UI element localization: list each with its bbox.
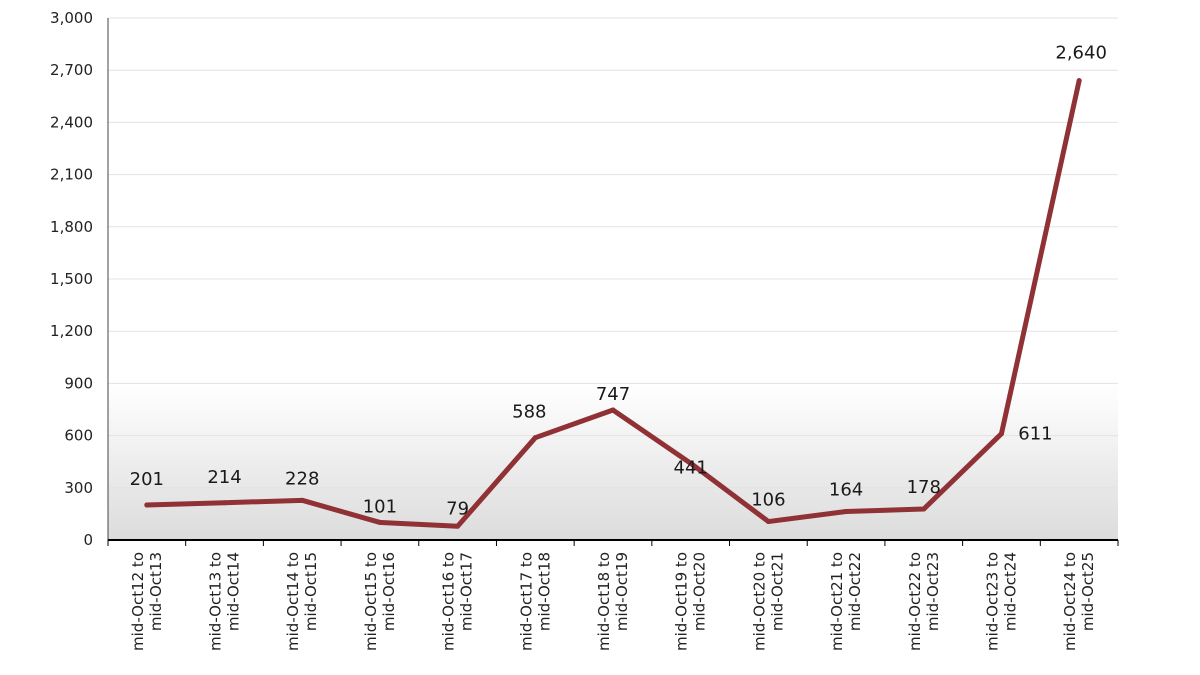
x-tick-label: mid-Oct15 to mid-Oct16 — [362, 552, 398, 651]
x-tick-label: mid-Oct18 to mid-Oct19 — [595, 552, 631, 651]
y-tick-label: 1,200 — [50, 322, 93, 340]
data-point — [765, 519, 771, 525]
data-point — [532, 435, 538, 441]
x-tick-label-line: mid-Oct14 to — [284, 552, 302, 651]
x-tick-label-line: mid-Oct19 to — [673, 552, 691, 651]
data-label: 214 — [207, 467, 241, 488]
x-tick-label: mid-Oct14 to mid-Oct15 — [284, 552, 320, 651]
x-tick-label-line: mid-Oct21 to — [828, 552, 846, 651]
x-tick-label-line: mid-Oct23 — [924, 552, 942, 631]
data-label: 164 — [829, 479, 863, 500]
x-tick-label-line: mid-Oct12 to — [129, 552, 147, 651]
y-tick-label: 900 — [64, 374, 93, 392]
x-tick-label-line: mid-Oct15 to — [362, 552, 380, 651]
x-tick-label-line: mid-Oct22 — [846, 552, 864, 631]
x-tick-label: mid-Oct20 to mid-Oct21 — [750, 552, 786, 651]
x-tick-label-line: mid-Oct20 — [691, 552, 709, 631]
x-tick-label-line: mid-Oct17 to — [517, 552, 535, 651]
data-label: 611 — [1018, 424, 1052, 445]
y-tick-label: 1,500 — [50, 270, 93, 288]
x-tick-label: mid-Oct12 to mid-Oct13 — [129, 552, 165, 651]
x-tick-label-line: mid-Oct14 — [225, 552, 243, 631]
x-tick-label: mid-Oct17 to mid-Oct18 — [517, 552, 553, 651]
y-tick-label: 1,800 — [50, 218, 93, 236]
plot-background-band — [108, 383, 1118, 540]
data-point — [299, 497, 305, 503]
data-point — [144, 502, 150, 508]
data-label: 101 — [363, 496, 397, 517]
data-point — [610, 407, 616, 413]
data-point — [843, 508, 849, 514]
x-tick-label: mid-Oct13 to mid-Oct14 — [207, 552, 243, 651]
x-tick-label-line: mid-Oct18 — [535, 552, 553, 631]
data-label: 228 — [285, 468, 319, 489]
x-tick-label-line: mid-Oct13 to — [207, 552, 225, 651]
x-tick-label-line: mid-Oct25 — [1079, 552, 1097, 631]
x-tick-label: mid-Oct19 to mid-Oct20 — [673, 552, 709, 651]
data-point — [222, 500, 228, 506]
data-label: 106 — [751, 490, 785, 511]
x-axis: mid-Oct12 to mid-Oct13 mid-Oct13 to mid-Oct… — [107, 539, 1119, 651]
x-tick-label: mid-Oct24 to mid-Oct25 — [1061, 552, 1097, 651]
x-tick-label-line: mid-Oct21 — [768, 552, 786, 631]
y-tick-label: 3,000 — [50, 9, 93, 27]
data-point — [377, 519, 383, 525]
y-tick-label: 2,700 — [50, 61, 93, 79]
x-tick-label: mid-Oct22 to mid-Oct23 — [906, 552, 942, 651]
y-tick-label: 600 — [64, 427, 93, 445]
gridlines — [108, 17, 1118, 489]
data-point — [921, 506, 927, 512]
data-label: 2,640 — [1055, 43, 1107, 64]
y-axis: 0 300 600 900 1,200 1,500 1,800 2,100 2,400 2,700… — [50, 9, 109, 549]
x-tick-label: mid-Oct16 to mid-Oct17 — [440, 552, 476, 651]
data-label: 588 — [512, 402, 546, 423]
data-label: 178 — [907, 477, 941, 498]
data-label: 441 — [674, 457, 708, 478]
x-tick-label-line: mid-Oct17 — [458, 552, 476, 631]
x-tick-label-line: mid-Oct16 to — [440, 552, 458, 651]
series-total — [144, 78, 1082, 529]
y-tick-label: 300 — [64, 479, 93, 497]
x-tick-label-line: mid-Oct13 — [147, 552, 165, 631]
x-tick-label-line: mid-Oct24 to — [1061, 552, 1079, 651]
x-tick-label: mid-Oct21 to mid-Oct22 — [828, 552, 864, 651]
x-tick-label-line: mid-Oct19 — [613, 552, 631, 631]
x-tick-label-line: mid-Oct16 — [380, 552, 398, 631]
y-tick-label: 2,100 — [50, 166, 93, 184]
data-labels: 201 214 228 101 79 588 747 441 106 164 178 611 2,640 — [130, 43, 1107, 520]
x-tick-label-line: mid-Oct24 — [1001, 552, 1019, 631]
x-tick-label-line: mid-Oct22 to — [906, 552, 924, 651]
y-tick-label: 0 — [83, 531, 93, 549]
data-label: 201 — [130, 469, 164, 490]
data-point — [688, 460, 694, 466]
x-tick-label: mid-Oct23 to mid-Oct24 — [983, 552, 1019, 651]
data-point — [1076, 78, 1082, 84]
data-point — [455, 523, 461, 529]
x-tick-label-line: mid-Oct20 to — [750, 552, 768, 651]
data-label: 747 — [596, 384, 630, 405]
x-tick-label-line: mid-Oct23 to — [983, 552, 1001, 651]
data-point — [998, 431, 1004, 437]
x-tick-label-line: mid-Oct15 — [302, 552, 320, 631]
data-label: 79 — [446, 498, 469, 519]
y-tick-label: 2,400 — [50, 113, 93, 131]
x-tick-label-line: mid-Oct18 to — [595, 552, 613, 651]
